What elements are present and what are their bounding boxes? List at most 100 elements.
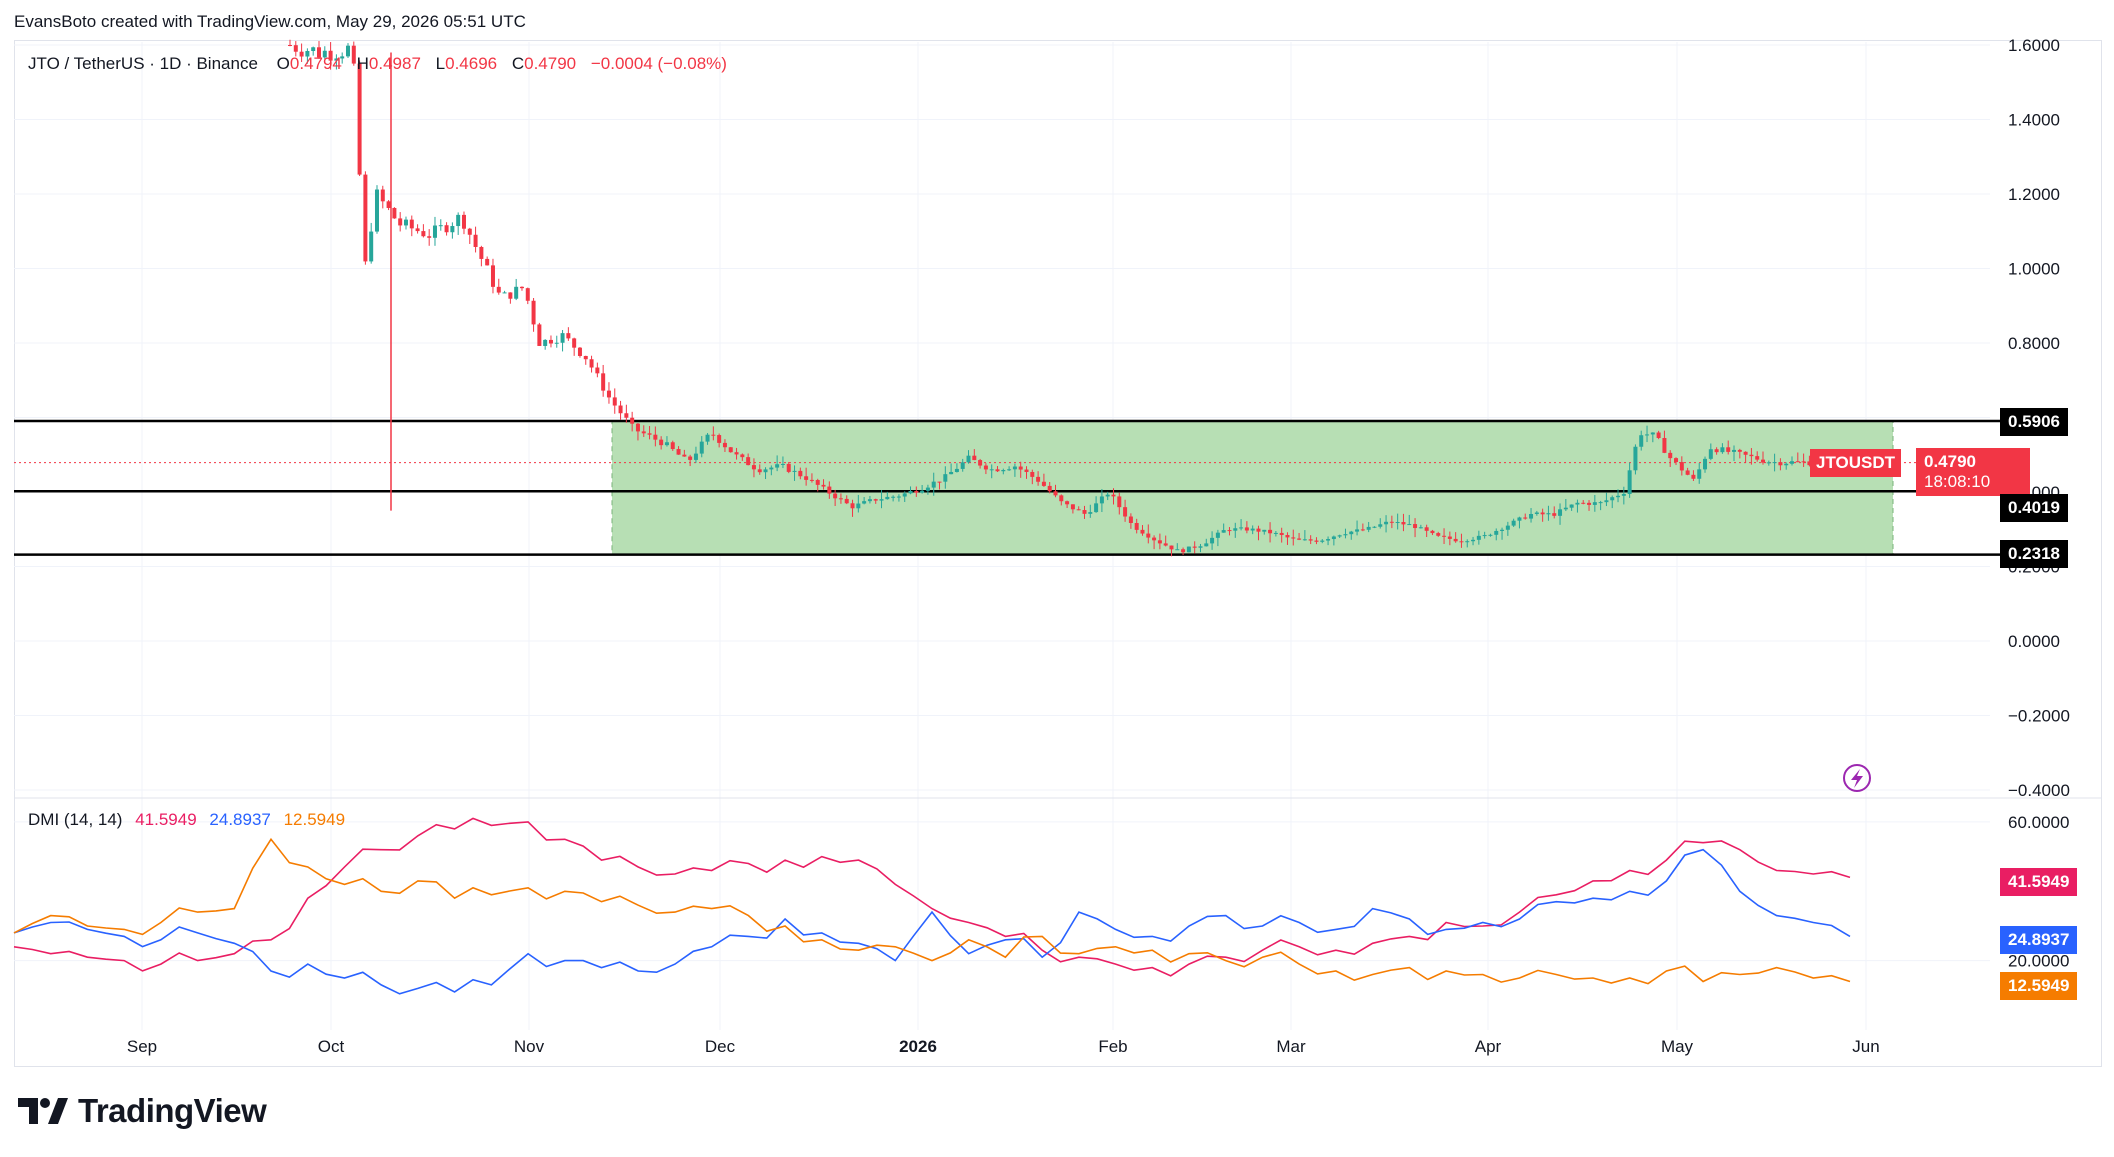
candle-body (850, 503, 855, 509)
price-legend: JTO / TetherUS · 1D · Binance O0.4794 H0… (28, 54, 731, 74)
candle-body (1761, 459, 1766, 463)
candle-body (1331, 536, 1336, 540)
candle-body (1784, 463, 1789, 466)
candle-body (1558, 509, 1563, 516)
dmi-line-plus-di (13, 817, 1851, 977)
candle-body (1413, 524, 1418, 529)
candle-body (351, 45, 356, 64)
level-tag-mid: 0.4019 (2000, 494, 2068, 522)
candle-body (1395, 522, 1400, 524)
candle-body (1018, 466, 1023, 470)
candle-body (537, 324, 542, 346)
candle-body (1123, 507, 1128, 517)
candle-body (438, 225, 443, 227)
candle-body (1633, 446, 1638, 471)
candle-body (293, 45, 298, 52)
candle-body (1401, 522, 1406, 525)
candle-body (1326, 539, 1331, 541)
candle-body (1082, 510, 1087, 514)
candle-body (1070, 504, 1075, 510)
candle-body (1105, 494, 1110, 497)
candle-body (601, 373, 606, 391)
dmi-line-adx (13, 837, 1851, 985)
dmi-title: DMI (14, 14) (28, 810, 123, 829)
candle-body (1436, 533, 1441, 536)
candle-body (1001, 470, 1006, 472)
candle-body (473, 234, 478, 247)
candle-body (456, 214, 461, 227)
candle-body (386, 201, 391, 208)
candle-body (1581, 502, 1586, 504)
minus-di-tag: 24.8937 (2000, 926, 2078, 954)
candle-body (920, 490, 925, 493)
candle-body (699, 441, 704, 454)
candle-body (1610, 497, 1615, 501)
candle-body (548, 339, 553, 344)
candle-body (1186, 546, 1191, 553)
candle-body (1262, 529, 1267, 532)
candle-body (630, 417, 635, 424)
adx-tag: 12.5949 (2000, 972, 2078, 1000)
candle-body (363, 174, 368, 262)
candle-body (316, 47, 321, 58)
candle-body (1065, 501, 1070, 505)
candle-body (1163, 543, 1168, 546)
candle-body (340, 56, 345, 59)
candle-body (1743, 451, 1748, 455)
candle-body (1297, 538, 1302, 540)
time-tick-label: Apr (1475, 1037, 1502, 1056)
candle-body (937, 481, 942, 483)
candle-body (1737, 449, 1742, 452)
candle-body (380, 189, 385, 202)
candle-body (299, 51, 304, 57)
candle-body (543, 339, 548, 346)
candle-body (989, 469, 994, 471)
candle-body (1012, 466, 1017, 470)
candle-body (775, 464, 780, 468)
candle-body (1488, 534, 1493, 536)
candle-body (1575, 502, 1580, 505)
candle-body (369, 231, 374, 262)
candle-body (833, 493, 838, 499)
candle-body (1662, 438, 1667, 453)
candle-body (763, 469, 768, 473)
candle-body (1430, 530, 1435, 534)
minus-di-value: 24.8937 (209, 810, 271, 829)
low-label: L (435, 54, 446, 73)
lightning-icon[interactable] (1843, 764, 1871, 792)
candle-body (1250, 528, 1255, 531)
candle-body (1128, 516, 1133, 523)
candle-body (496, 286, 501, 293)
candle-body (1563, 507, 1568, 510)
candle-body (1476, 535, 1481, 540)
candle-body (1668, 452, 1673, 459)
candle-body (856, 503, 861, 509)
candle-body (1511, 520, 1516, 526)
candle-body (647, 433, 652, 435)
range-zone (611, 420, 1894, 556)
candle-body (1592, 502, 1597, 505)
tradingview-logo[interactable]: TradingView (18, 1092, 267, 1130)
candle-body (1268, 529, 1273, 534)
candle-body (1546, 513, 1551, 515)
horizontal-levels (14, 419, 2000, 556)
candle-body (1152, 537, 1157, 541)
candle-body (693, 453, 698, 460)
candle-body (1221, 530, 1226, 533)
candle-body (1587, 502, 1592, 505)
candle-body (966, 455, 971, 463)
candle-body (664, 442, 669, 446)
candle-body (1007, 469, 1012, 471)
candle-body (1320, 540, 1325, 542)
candle-body (288, 45, 292, 46)
candle-body (1314, 540, 1319, 542)
candle-body (1766, 462, 1771, 464)
time-tick-label: Oct (318, 1037, 345, 1056)
candle-body (885, 496, 890, 500)
candle-body (1569, 504, 1574, 508)
candle-body (1273, 532, 1278, 534)
candle-body (502, 292, 507, 294)
candle-body (728, 447, 733, 453)
candle-body (1732, 449, 1737, 452)
